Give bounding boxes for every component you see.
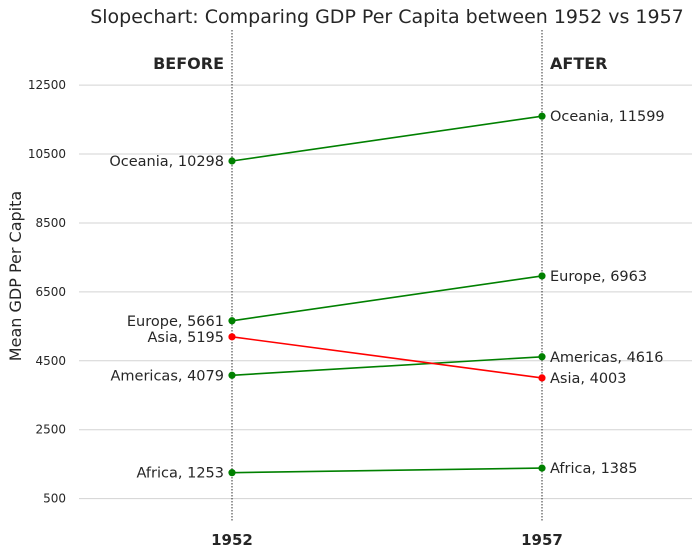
x-tick-label: 1952 <box>211 531 253 549</box>
y-tick-labels: 500 2500 4500 6500 8500 10500 12500 <box>28 78 66 505</box>
label-after-europe: Europe, 6963 <box>550 269 647 285</box>
point-before-asia <box>228 333 236 341</box>
before-header: BEFORE <box>153 54 224 73</box>
point-before-oceania <box>228 157 236 165</box>
slope-line-europe <box>231 275 543 322</box>
y-tick-label: 4500 <box>35 354 66 368</box>
slope-lines <box>231 115 543 474</box>
data-labels: Africa, 1253 Africa, 1385 Americas, 4079 Am… <box>109 109 664 481</box>
y-tick-label: 8500 <box>35 216 66 230</box>
point-before-europe <box>228 317 236 325</box>
label-before-europe: Europe, 5661 <box>127 314 224 330</box>
x-tick-label: 1957 <box>521 531 563 549</box>
point-after-oceania <box>538 112 546 120</box>
label-before-asia: Asia, 5195 <box>147 330 224 346</box>
point-after-africa <box>538 464 546 472</box>
label-before-oceania: Oceania, 10298 <box>109 154 224 170</box>
slope-line-oceania <box>231 115 543 162</box>
chart-title: Slopechart: Comparing GDP Per Capita bet… <box>90 6 684 28</box>
label-after-oceania: Oceania, 11599 <box>550 109 665 125</box>
point-before-americas <box>228 371 236 379</box>
label-after-americas: Americas, 4616 <box>550 350 664 366</box>
label-before-africa: Africa, 1253 <box>137 466 224 482</box>
slope-line-americas <box>231 355 543 377</box>
y-tick-label: 2500 <box>35 423 66 437</box>
slope-line-asia <box>231 336 543 379</box>
y-tick-label: 500 <box>43 492 66 506</box>
point-after-americas <box>538 353 546 361</box>
point-after-asia <box>538 374 546 382</box>
after-header: AFTER <box>550 54 607 73</box>
y-tick-label: 12500 <box>28 78 66 92</box>
slope-line-africa <box>231 467 543 474</box>
y-tick-label: 10500 <box>28 147 66 161</box>
label-after-asia: Asia, 4003 <box>550 371 627 387</box>
y-tick-label: 6500 <box>35 285 66 299</box>
label-after-africa: Africa, 1385 <box>550 461 637 477</box>
year-guides <box>231 30 543 521</box>
y-axis-label: Mean GDP Per Capita <box>6 191 25 361</box>
data-points <box>228 112 546 477</box>
point-before-africa <box>228 469 236 477</box>
point-after-europe <box>538 272 546 280</box>
label-before-americas: Americas, 4079 <box>111 368 225 384</box>
x-tick-labels: 1952 1957 <box>211 531 563 549</box>
y-gridlines <box>79 84 692 500</box>
